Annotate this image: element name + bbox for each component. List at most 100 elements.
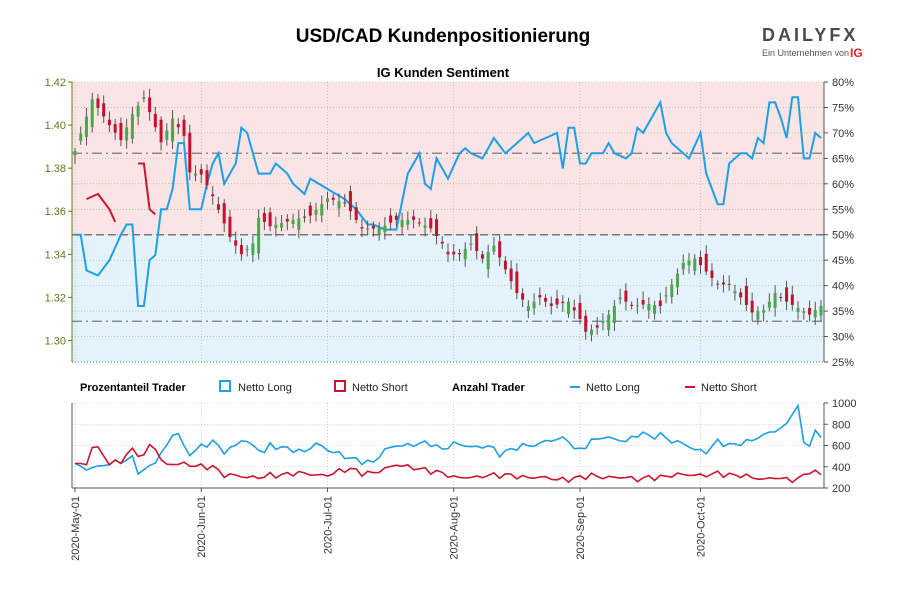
candle-body xyxy=(664,295,668,297)
candle-body xyxy=(205,170,209,186)
price-axis: 1.30 1.32 1.34 1.36 1.38 1.40 1.42 xyxy=(45,77,73,362)
candle-body xyxy=(762,310,766,313)
candle-body xyxy=(222,203,226,224)
candle-body xyxy=(607,314,611,330)
candle-body xyxy=(503,260,507,270)
legend-short-count-label: Netto Short xyxy=(701,382,757,394)
right-tick-label: 70% xyxy=(832,128,854,140)
right-tick-label: 40% xyxy=(832,281,854,293)
candle-body xyxy=(515,271,519,294)
candle-body xyxy=(641,300,645,305)
count-tick-label: 200 xyxy=(832,483,850,495)
candle-body xyxy=(509,268,513,282)
candle-body xyxy=(802,311,806,314)
left-tick-label: 1.34 xyxy=(45,249,66,261)
candle-body xyxy=(366,228,370,230)
x-tick-label: 2020-Jun-01 xyxy=(196,496,208,558)
candle-body xyxy=(681,262,685,270)
right-tick-label: 45% xyxy=(832,255,854,267)
legend-long-label: Netto Long xyxy=(238,382,292,394)
candle-body xyxy=(194,173,198,176)
candle-body xyxy=(211,194,215,197)
candle-body xyxy=(704,253,708,272)
svg-text:DAILYFX: DAILYFX xyxy=(762,25,858,45)
count-tick-label: 400 xyxy=(832,462,850,474)
candle-body xyxy=(297,218,301,230)
candle-body xyxy=(377,228,381,235)
candle-body xyxy=(182,119,186,136)
candle-body xyxy=(698,257,702,266)
candle-body xyxy=(285,218,289,222)
candle-body xyxy=(73,150,77,156)
candle-body xyxy=(750,300,754,313)
candle-body xyxy=(107,119,111,126)
candle-body xyxy=(676,273,680,288)
candle-body xyxy=(721,282,725,285)
candle-body xyxy=(136,105,140,117)
candle-body xyxy=(412,216,416,220)
candle-body xyxy=(475,233,479,252)
left-tick-label: 1.40 xyxy=(45,120,66,132)
sentiment-reference-lines xyxy=(72,152,824,322)
candle-body xyxy=(417,222,421,224)
candle-body xyxy=(635,305,639,307)
right-tick-label: 35% xyxy=(832,306,854,318)
x-tick-label: 2020-Jul-01 xyxy=(322,496,334,554)
chart-title: USD/CAD Kundenpositionierung xyxy=(296,26,590,47)
count-gridlines xyxy=(72,402,824,489)
count-axis: 200 400 600 800 1000 xyxy=(71,398,856,495)
candle-body xyxy=(394,215,398,220)
candle-body xyxy=(567,301,571,315)
candle-body xyxy=(773,293,777,308)
x-tick-label: 2020-Sep-01 xyxy=(575,496,587,560)
candle-body xyxy=(767,301,771,308)
candle-body xyxy=(268,212,272,227)
candle-body xyxy=(280,223,284,228)
right-tick-label: 25% xyxy=(832,357,854,369)
right-tick-label: 80% xyxy=(832,77,854,89)
count-tick-label: 600 xyxy=(832,441,850,453)
count-long-line xyxy=(74,403,822,476)
right-tick-label: 30% xyxy=(832,332,854,344)
candle-body xyxy=(658,300,662,306)
candle-body xyxy=(348,191,352,212)
candle-body xyxy=(630,304,634,306)
candle-body xyxy=(813,310,817,318)
candle-body xyxy=(538,295,542,298)
candle-body xyxy=(532,301,536,309)
candle-body xyxy=(584,315,588,332)
left-tick-label: 1.36 xyxy=(45,206,66,218)
candle-body xyxy=(808,308,812,315)
candle-body xyxy=(744,285,748,305)
legend-group-count: Anzahl Trader xyxy=(452,382,525,394)
candle-body xyxy=(354,207,358,220)
count-short-line xyxy=(74,443,822,484)
percent-axis: 25% 30% 35% 40% 45% 50% 55% 60% 65% 70% 75% 80% xyxy=(823,77,854,369)
candle-body xyxy=(435,219,439,236)
candle-body xyxy=(779,296,783,298)
legend-long-box xyxy=(219,380,231,392)
right-tick-label: 55% xyxy=(832,204,854,216)
candle-body xyxy=(446,251,450,255)
candle-body xyxy=(492,245,496,252)
candle-body xyxy=(727,283,731,285)
candle-body xyxy=(320,204,324,216)
candle-body xyxy=(785,287,789,302)
candle-body xyxy=(647,303,651,311)
candle-body xyxy=(153,113,157,128)
x-tick-label: 2020-Oct-01 xyxy=(695,496,707,557)
left-tick-label: 1.32 xyxy=(45,292,66,304)
candle-body xyxy=(756,311,760,320)
candle-body xyxy=(274,224,278,229)
left-tick-label: 1.30 xyxy=(45,335,66,347)
candle-body xyxy=(188,132,192,173)
candle-body xyxy=(216,204,220,210)
candle-body xyxy=(457,253,461,255)
legend: Prozentanteil Trader Netto Long Netto Sh… xyxy=(80,380,757,394)
candle-body xyxy=(228,216,232,238)
candle-body xyxy=(389,215,393,223)
candle-body xyxy=(308,205,312,216)
candle-body xyxy=(245,248,249,250)
candle-body xyxy=(159,119,163,143)
